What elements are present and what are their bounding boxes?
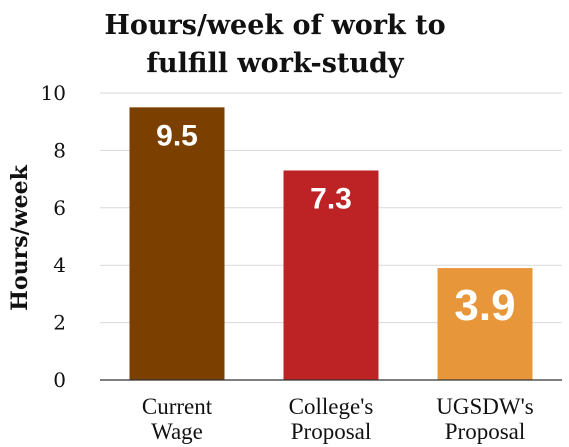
bars xyxy=(129,107,533,380)
chart-title-line-1: Hours/week of work to xyxy=(104,10,445,41)
chart-title: Hours/week of work to fulfill work-study xyxy=(104,10,445,79)
data-label-1: 9.5 xyxy=(156,119,198,152)
bar-3 xyxy=(437,268,533,380)
x-tick-label-3-line-2: Proposal xyxy=(445,419,526,444)
x-tick-label-2-line-2: Proposal xyxy=(291,419,372,444)
y-axis-label: Hours/week xyxy=(7,164,33,310)
x-axis-ticks: CurrentWageCollege'sProposalUGSDW'sPropo… xyxy=(142,394,534,444)
data-label-3: 3.9 xyxy=(454,281,515,330)
data-label-2: 7.3 xyxy=(310,182,352,215)
y-tick-label-2: 2 xyxy=(53,311,66,335)
x-tick-label-1-line-1: Current xyxy=(142,394,213,419)
x-tick-label-1-line-2: Wage xyxy=(151,419,203,444)
y-tick-label-6: 6 xyxy=(53,196,66,220)
x-tick-label-3-line-1: UGSDW's xyxy=(436,394,533,419)
bar-2 xyxy=(283,170,379,380)
y-tick-label-4: 4 xyxy=(53,253,66,277)
y-tick-label-10: 10 xyxy=(41,81,66,105)
x-tick-label-2-line-1: College's xyxy=(289,394,374,419)
bar-1 xyxy=(129,107,225,380)
y-axis-ticks: 0 2 4 6 8 10 xyxy=(41,81,66,392)
data-labels: 9.5 7.3 3.9 xyxy=(156,119,515,330)
y-tick-label-0: 0 xyxy=(53,368,66,392)
chart-title-line-2: fulfill work-study xyxy=(146,48,405,79)
y-tick-label-8: 8 xyxy=(53,138,66,162)
